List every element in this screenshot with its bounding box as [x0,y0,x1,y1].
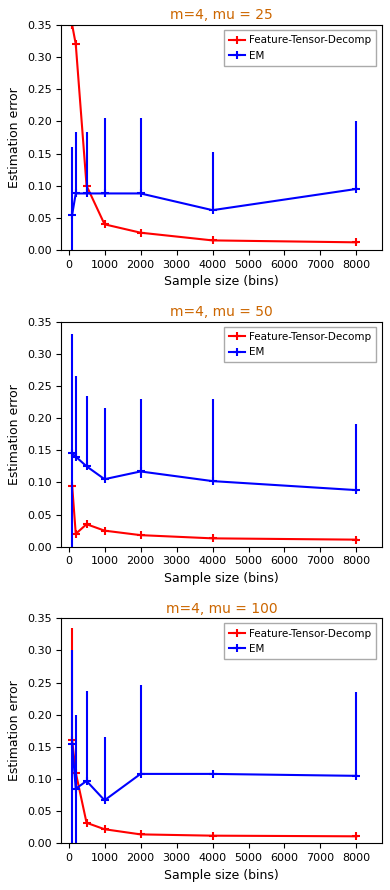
EM [210,476,215,487]
EM [138,769,143,780]
EM [70,209,74,220]
EM [84,188,89,198]
Feature-Tensor-Decomp [210,235,215,246]
EM [70,448,74,458]
X-axis label: Sample size (bins): Sample size (bins) [164,572,279,585]
Y-axis label: Estimation error: Estimation error [8,681,21,781]
Feature-Tensor-Decomp [102,824,107,835]
EM [102,795,107,805]
Feature-Tensor-Decomp [84,817,89,828]
EM [73,451,78,462]
Line: Feature-Tensor-Decomp: Feature-Tensor-Decomp [68,20,361,247]
EM [84,461,89,472]
Line: EM: EM [68,740,361,805]
Y-axis label: Estimation error: Estimation error [8,87,21,188]
Feature-Tensor-Decomp [102,525,107,536]
Feature-Tensor-Decomp [210,533,215,544]
EM [73,783,78,794]
EM [354,183,359,194]
Legend: Feature-Tensor-Decomp, EM: Feature-Tensor-Decomp, EM [224,623,376,659]
Feature-Tensor-Decomp [210,830,215,841]
Feature-Tensor-Decomp [84,181,89,191]
Feature-Tensor-Decomp [138,829,143,840]
Feature-Tensor-Decomp [138,530,143,540]
EM [138,188,143,198]
Feature-Tensor-Decomp [138,227,143,238]
Title: m=4, mu = 50: m=4, mu = 50 [170,305,273,319]
EM [70,739,74,749]
Feature-Tensor-Decomp [354,831,359,842]
Feature-Tensor-Decomp [73,39,78,50]
EM [84,776,89,787]
Feature-Tensor-Decomp [73,529,78,539]
Line: EM: EM [68,449,361,494]
Feature-Tensor-Decomp [102,219,107,230]
Title: m=4, mu = 25: m=4, mu = 25 [170,8,273,22]
Legend: Feature-Tensor-Decomp, EM: Feature-Tensor-Decomp, EM [224,30,376,66]
EM [138,466,143,477]
Feature-Tensor-Decomp [70,20,74,30]
Feature-Tensor-Decomp [73,767,78,778]
Feature-Tensor-Decomp [70,735,74,746]
EM [102,473,107,484]
X-axis label: Sample size (bins): Sample size (bins) [164,275,279,288]
EM [354,771,359,781]
Feature-Tensor-Decomp [70,481,74,491]
Legend: Feature-Tensor-Decomp, EM: Feature-Tensor-Decomp, EM [224,327,376,362]
EM [73,188,78,198]
Title: m=4, mu = 100: m=4, mu = 100 [166,602,277,616]
Line: Feature-Tensor-Decomp: Feature-Tensor-Decomp [68,481,361,544]
Feature-Tensor-Decomp [354,534,359,545]
Line: Feature-Tensor-Decomp: Feature-Tensor-Decomp [68,736,361,840]
X-axis label: Sample size (bins): Sample size (bins) [164,869,279,882]
Line: EM: EM [68,185,361,219]
EM [102,188,107,198]
Feature-Tensor-Decomp [84,519,89,530]
EM [210,205,215,215]
Feature-Tensor-Decomp [354,237,359,247]
Y-axis label: Estimation error: Estimation error [8,384,21,484]
EM [354,485,359,496]
EM [210,769,215,780]
